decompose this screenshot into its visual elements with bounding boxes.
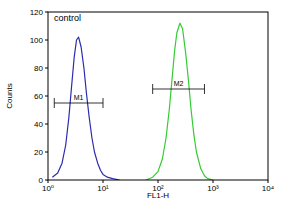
y-tick-label: 20 [34, 148, 43, 157]
x-tick-label: 10⁴ [262, 184, 275, 193]
gate-cap [152, 84, 153, 94]
gate-line [54, 103, 103, 104]
series-line [52, 37, 119, 180]
gate-cap [54, 98, 55, 108]
gate-label: M2 [174, 80, 184, 87]
y-axis-label: Counts [5, 83, 14, 108]
chart: 02040608010012010⁰10¹10²10³10⁴FL1-HCount… [0, 0, 300, 200]
y-tick-label: 120 [30, 8, 44, 17]
y-tick-label: 80 [34, 64, 43, 73]
plot-data [52, 23, 213, 180]
x-tick-label: 10³ [207, 184, 219, 193]
y-tick-label: 40 [34, 120, 43, 129]
gate-line [153, 89, 205, 90]
y-tick-label: 60 [34, 92, 43, 101]
x-axis-label: FL1-H [147, 191, 169, 200]
gate-cap [204, 84, 205, 94]
series-label: control [54, 13, 81, 23]
series-line [146, 23, 213, 180]
gate-cap [103, 98, 104, 108]
y-tick-label: 100 [30, 36, 44, 45]
x-tick-label: 10¹ [97, 184, 109, 193]
plot-frame [48, 12, 268, 180]
gate-label: M1 [74, 94, 84, 101]
x-tick-label: 10⁰ [42, 184, 54, 193]
